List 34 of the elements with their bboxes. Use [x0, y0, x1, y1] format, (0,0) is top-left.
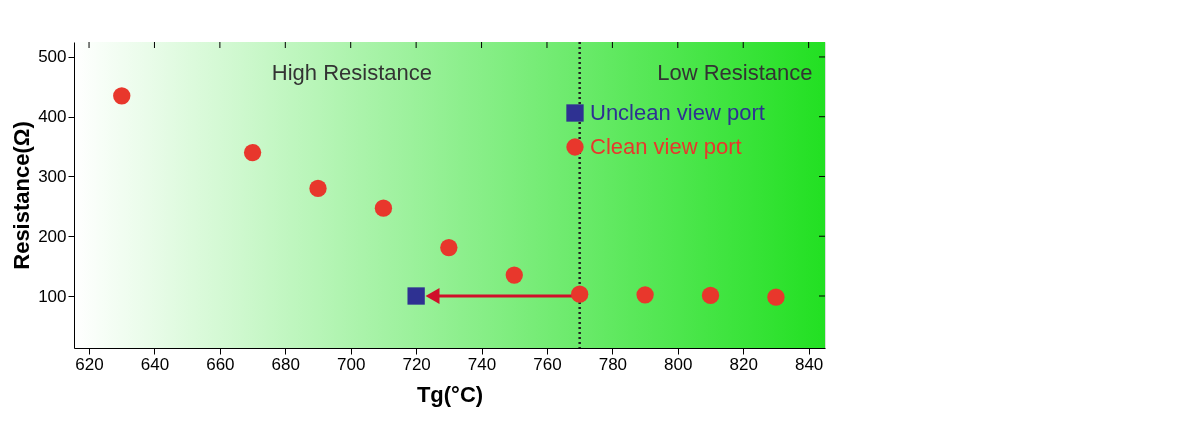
point — [374, 199, 393, 217]
x-tick-label: 680 — [271, 354, 300, 374]
x-tick-label: 780 — [598, 354, 628, 374]
x-tick-label: 840 — [794, 354, 824, 374]
point — [440, 238, 458, 257]
legend-label: Unclean view port — [590, 100, 765, 125]
y-tick-label: 400 — [38, 107, 67, 127]
point — [505, 266, 523, 284]
point — [113, 87, 131, 105]
point — [767, 288, 785, 306]
y-tick-label: 500 — [38, 47, 67, 67]
x-tick-label: 740 — [467, 354, 497, 374]
point — [407, 287, 425, 305]
x-tick-label: 760 — [533, 354, 562, 374]
x-tick-label: 800 — [664, 354, 693, 374]
x-axis-title: Tg(°C) — [416, 381, 484, 407]
point — [243, 143, 262, 162]
y-tick-label: 200 — [38, 226, 67, 246]
y-axis-title: Resistance(Ω) — [9, 121, 35, 270]
point — [309, 179, 327, 198]
legend-label: Clean view port — [590, 134, 742, 159]
point — [701, 286, 720, 305]
point — [636, 286, 654, 304]
y-tick-label: 100 — [38, 286, 67, 306]
point — [571, 285, 589, 303]
x-tick-label: 720 — [402, 354, 431, 374]
x-tick-label: 620 — [75, 354, 104, 374]
x-tick-label: 820 — [729, 354, 758, 374]
x-tick-label: 700 — [337, 354, 366, 374]
x-tick-label: 640 — [140, 354, 170, 374]
annotation: High Resistance — [271, 59, 432, 85]
annotation: Low Resistance — [657, 59, 813, 85]
x-tick-label: 660 — [206, 354, 235, 374]
y-tick-label: 300 — [38, 166, 67, 186]
